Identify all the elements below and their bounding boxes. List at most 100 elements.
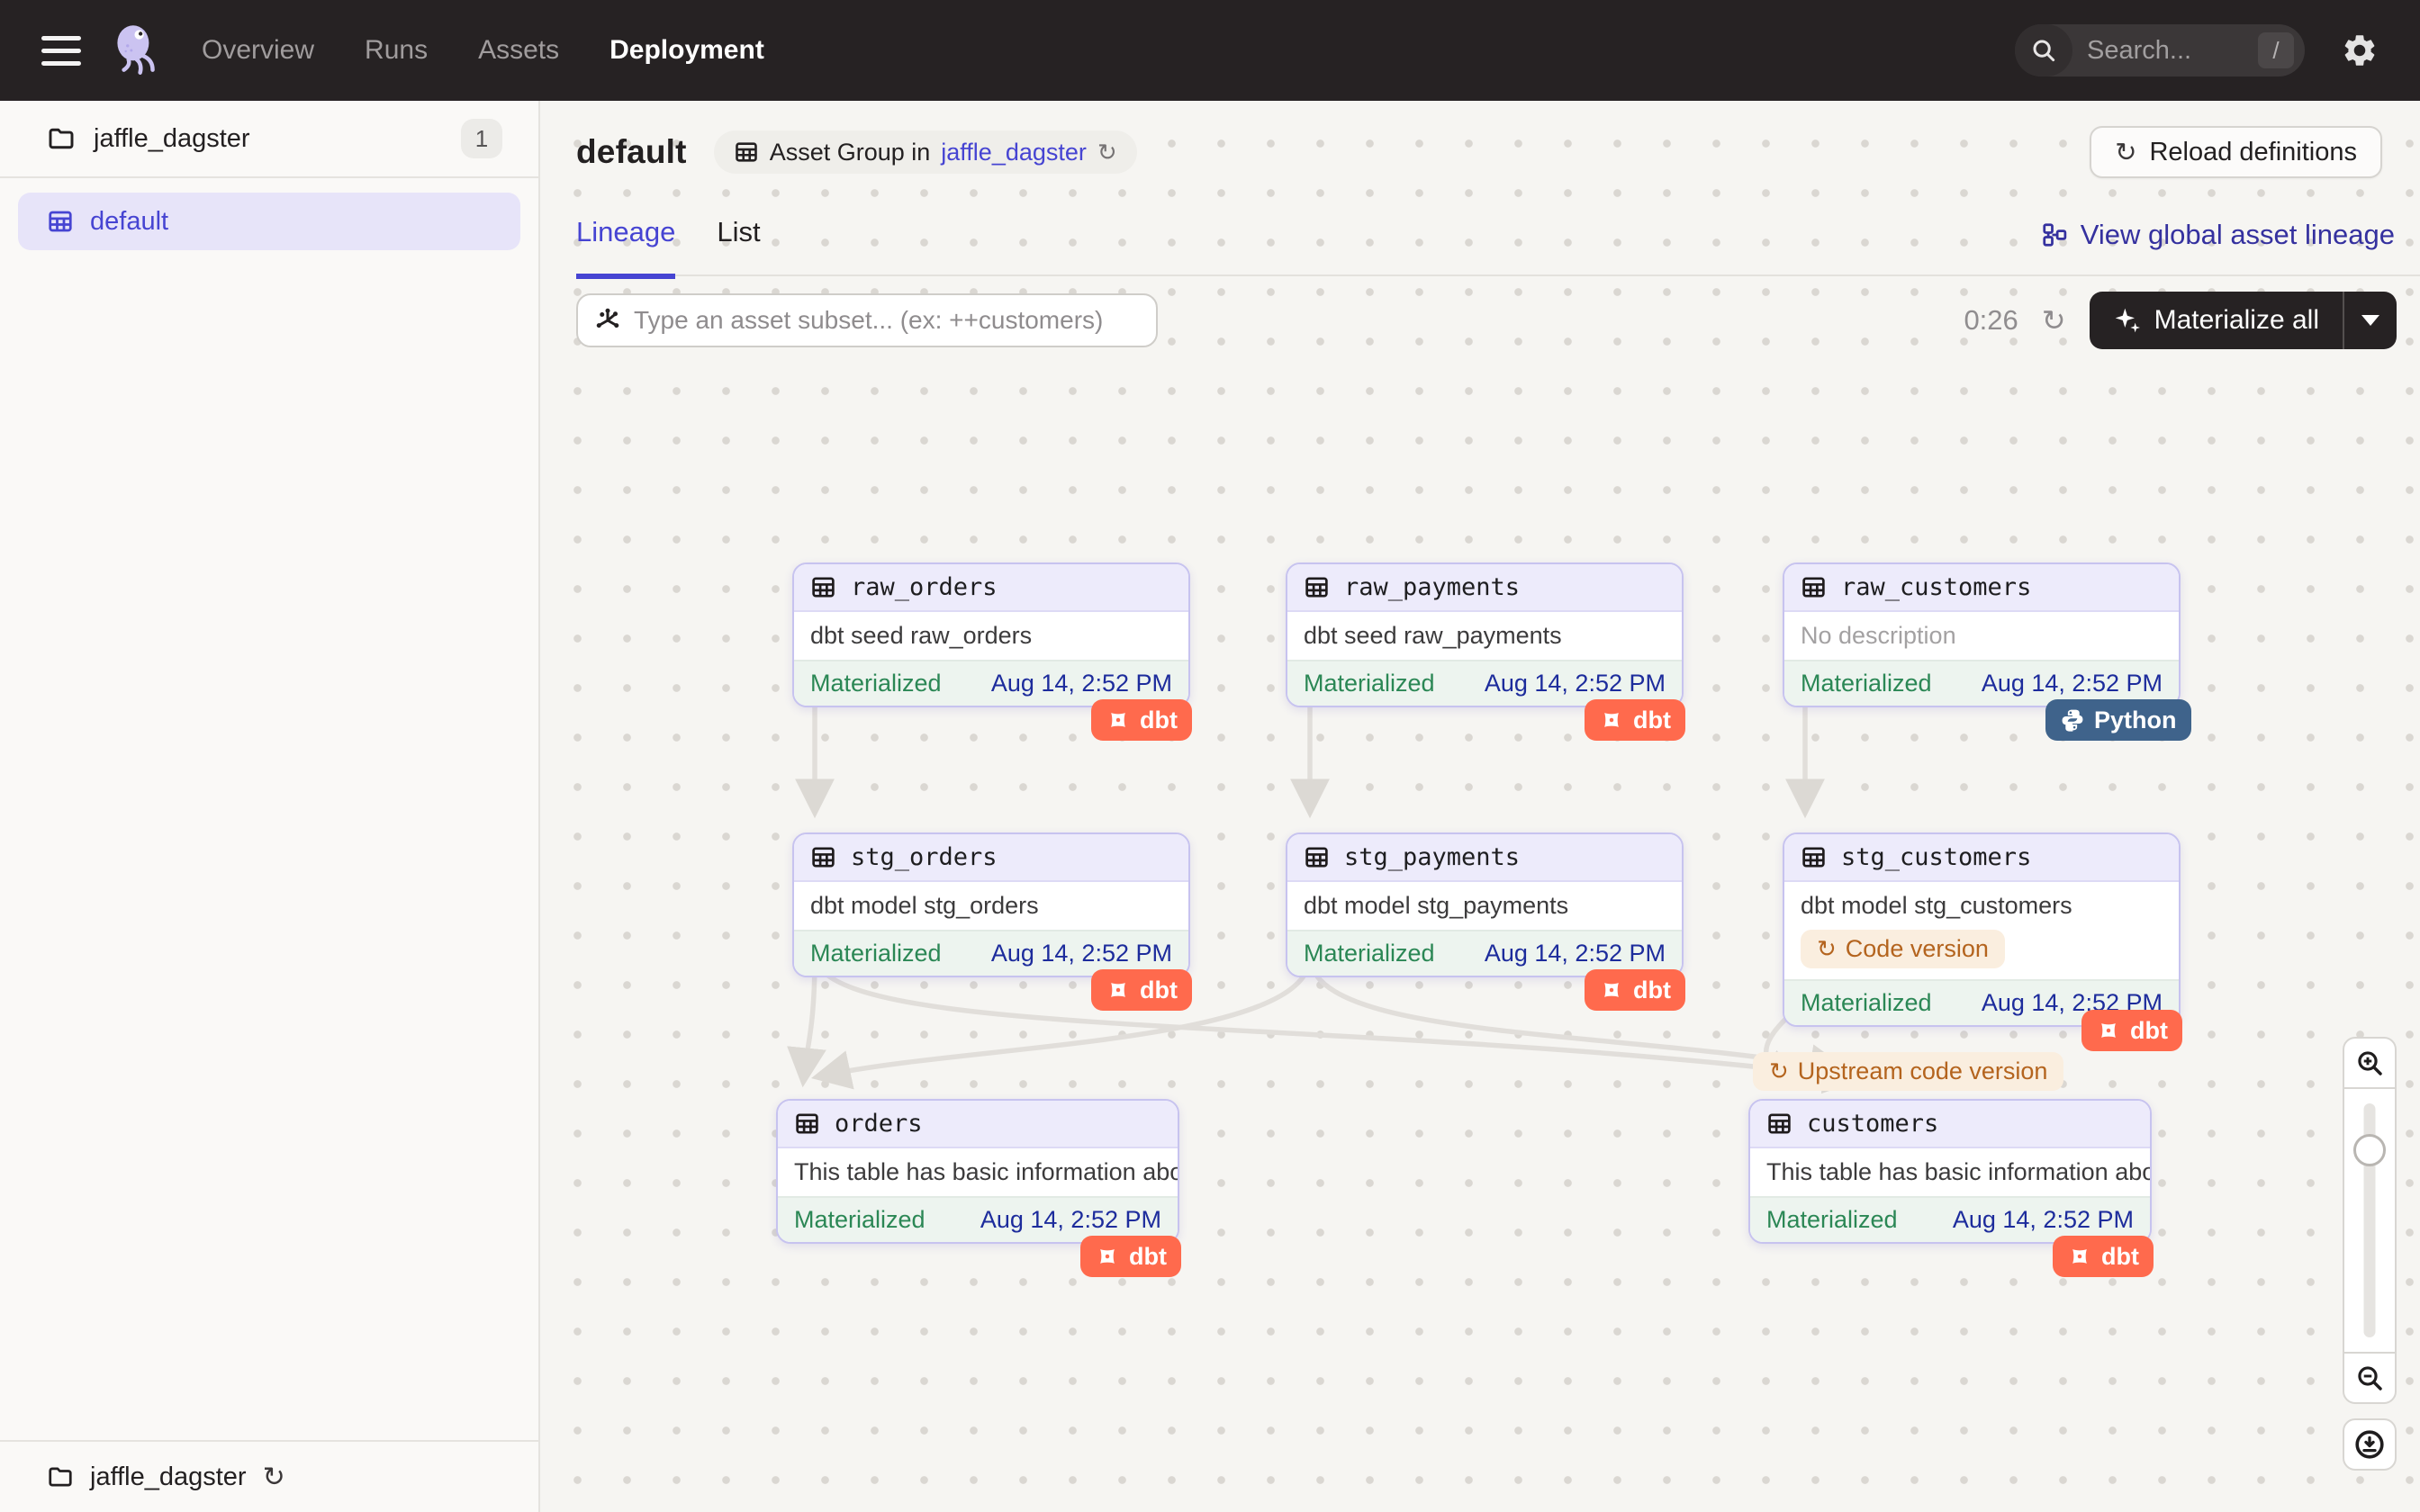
zoom-slider-handle[interactable]: [2353, 1134, 2386, 1166]
asset-description: dbt model stg_customers: [1801, 892, 2072, 919]
dbt-logo-icon: [2096, 1018, 2121, 1043]
sidebar-footer-repo[interactable]: jaffle_dagster ↻: [0, 1440, 538, 1512]
chevron-down-icon: [2361, 315, 2379, 326]
asset-node-header: raw_payments: [1287, 564, 1682, 612]
sidebar: jaffle_dagster 1 default jaffle_dagster …: [0, 101, 540, 1512]
sparkle-icon: [2115, 308, 2140, 333]
nav-item-deployment[interactable]: Deployment: [610, 35, 764, 65]
dbt-badge[interactable]: dbt: [1080, 1236, 1181, 1277]
search-icon: [2015, 24, 2072, 76]
asset-status-row: Materialized Aug 14, 2:52 PM: [1287, 660, 1682, 706]
graph-toolbar: 0:26 ↻ Materialize all: [576, 292, 2397, 349]
settings-gear-icon[interactable]: [2341, 32, 2379, 69]
asset-group-pill: Asset Group in jaffle_dagster ↻: [713, 130, 1137, 174]
group-pill-repo-link[interactable]: jaffle_dagster: [941, 138, 1087, 166]
nav-item-overview[interactable]: Overview: [202, 35, 315, 65]
asset-description: This table has basic information about .…: [1766, 1158, 2150, 1185]
table-icon: [796, 1113, 818, 1134]
refresh-timer: 0:26: [1964, 304, 2018, 336]
dbt-badge[interactable]: dbt: [2081, 1010, 2182, 1051]
dbt-badge[interactable]: dbt: [1091, 969, 1192, 1011]
asset-node-customers[interactable]: customers This table has basic informati…: [1748, 1099, 2152, 1244]
asset-node-header: stg_orders: [794, 834, 1188, 882]
dbt-logo-icon: [1106, 707, 1131, 733]
table-icon: [812, 577, 835, 598]
zoom-out-icon: [2358, 1366, 2382, 1390]
reload-repo-icon[interactable]: ↻: [262, 1461, 285, 1493]
repo-count-badge: 1: [461, 119, 502, 158]
asset-node-stg-payments[interactable]: stg_payments dbt model stg_payments Mate…: [1286, 832, 1684, 977]
zoom-slider[interactable]: [2343, 1089, 2397, 1352]
dbt-badge[interactable]: dbt: [1585, 699, 1685, 741]
table-icon: [1802, 847, 1825, 868]
asset-status-row: Materialized Aug 14, 2:52 PM: [1784, 660, 2179, 706]
materialize-all-button[interactable]: Materialize all: [2090, 292, 2343, 349]
tabs-divider: [576, 274, 2420, 276]
asset-description: dbt seed raw_payments: [1304, 622, 1562, 649]
table-icon: [1305, 577, 1328, 598]
nav-right-cluster: Search... /: [2015, 24, 2379, 76]
dbt-logo-icon: [1599, 707, 1624, 733]
search-input[interactable]: Search... /: [2015, 24, 2305, 76]
asset-node-stg-customers[interactable]: stg_customers dbt model stg_customers ↻ C…: [1783, 832, 2181, 1027]
download-graph-button[interactable]: [2343, 1418, 2397, 1471]
footer-repo-label: jaffle_dagster: [90, 1462, 247, 1491]
asset-node-raw-orders[interactable]: raw_orders dbt seed raw_orders Materiali…: [792, 562, 1190, 707]
refresh-graph-icon[interactable]: ↻: [2041, 304, 2066, 337]
asset-description: No description: [1801, 622, 1956, 649]
zoom-out-button[interactable]: [2343, 1352, 2397, 1404]
download-icon: [2355, 1430, 2384, 1459]
asset-subset-filter[interactable]: [576, 293, 1158, 347]
materialize-options-caret[interactable]: [2344, 292, 2397, 349]
tab-list[interactable]: List: [717, 216, 761, 248]
upstream-code-version-tag[interactable]: ↻ Upstream code version: [1753, 1052, 2064, 1091]
search-shortcut-key: /: [2258, 32, 2294, 68]
sidebar-item-default[interactable]: default: [18, 193, 520, 250]
asset-node-header: orders: [778, 1101, 1178, 1148]
menu-icon[interactable]: [41, 35, 81, 66]
group-label: default: [90, 206, 169, 236]
dbt-badge[interactable]: dbt: [1091, 699, 1192, 741]
zoom-in-icon: [2358, 1051, 2382, 1076]
python-logo-icon: [2062, 709, 2083, 732]
op-selector-icon: [595, 307, 620, 329]
table-icon: [1768, 1113, 1791, 1134]
python-badge[interactable]: Python: [2045, 699, 2191, 741]
main-pane: default Asset Group in jaffle_dagster ↻ …: [540, 101, 2420, 1512]
asset-status-row: Materialized Aug 14, 2:52 PM: [778, 1196, 1178, 1242]
nav-item-assets[interactable]: Assets: [478, 35, 560, 65]
code-version-icon: ↻: [1817, 935, 1837, 963]
asset-subset-input[interactable]: [634, 306, 1140, 335]
asset-status-row: Materialized Aug 14, 2:52 PM: [794, 660, 1188, 706]
group-pill-prefix: Asset Group in: [769, 138, 931, 166]
asset-tag-row: ↻ Code version: [1784, 930, 2179, 979]
dbt-badge[interactable]: dbt: [2053, 1236, 2154, 1277]
asset-node-header: raw_orders: [794, 564, 1188, 612]
asset-node-raw-payments[interactable]: raw_payments dbt seed raw_payments Mater…: [1286, 562, 1684, 707]
asset-node-raw-customers[interactable]: raw_customers No description Materialize…: [1783, 562, 2181, 707]
toolbar-right-cluster: 0:26 ↻ Materialize all: [1964, 292, 2397, 349]
zoom-panel: [2343, 1037, 2397, 1471]
code-version-tag[interactable]: ↻ Code version: [1801, 930, 2005, 968]
page-header: default Asset Group in jaffle_dagster ↻ …: [576, 126, 2382, 178]
dbt-logo-icon: [1095, 1244, 1120, 1269]
asset-node-header: stg_payments: [1287, 834, 1682, 882]
asset-node-stg-orders[interactable]: stg_orders dbt model stg_orders Material…: [792, 832, 1190, 977]
reload-definitions-button[interactable]: ↻ Reload definitions: [2090, 126, 2382, 178]
asset-node-orders[interactable]: orders This table has basic information …: [776, 1099, 1179, 1244]
dagster-logo[interactable]: [106, 19, 166, 82]
primary-nav: Overview Runs Assets Deployment: [202, 35, 764, 66]
tab-lineage[interactable]: Lineage: [576, 216, 676, 279]
group-reload-icon[interactable]: ↻: [1097, 138, 1117, 166]
asset-group-icon: [49, 211, 72, 232]
repo-label: jaffle_dagster: [94, 123, 250, 153]
view-global-asset-lineage-link[interactable]: View global asset lineage: [2041, 219, 2395, 269]
sidebar-repo-row[interactable]: jaffle_dagster 1: [0, 101, 538, 178]
dbt-badge[interactable]: dbt: [1585, 969, 1685, 1011]
asset-description: This table has basic information about .…: [794, 1158, 1178, 1185]
materialize-all-split-button: Materialize all: [2089, 292, 2397, 349]
nav-item-runs[interactable]: Runs: [365, 35, 429, 65]
asset-description: dbt model stg_orders: [810, 892, 1039, 919]
asset-description: dbt model stg_payments: [1304, 892, 1569, 919]
zoom-in-button[interactable]: [2343, 1037, 2397, 1089]
